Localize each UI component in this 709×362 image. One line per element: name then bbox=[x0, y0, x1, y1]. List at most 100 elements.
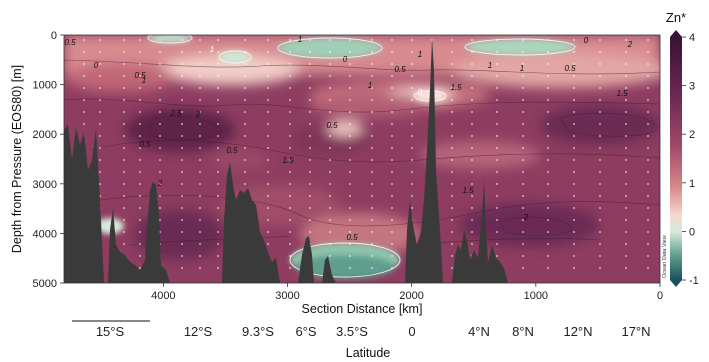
sample-dot bbox=[139, 159, 141, 161]
sample-dot bbox=[159, 219, 161, 221]
contour-lines bbox=[64, 59, 660, 246]
sample-dot bbox=[522, 111, 524, 113]
sample-dot bbox=[471, 195, 473, 197]
sample-dot bbox=[199, 51, 201, 53]
sample-dot bbox=[471, 87, 473, 89]
sample-dot bbox=[451, 75, 453, 77]
sample-dot bbox=[391, 171, 393, 173]
sample-dot bbox=[244, 147, 246, 149]
sample-dot bbox=[244, 75, 246, 77]
sample-dot bbox=[647, 75, 649, 77]
sample-dot bbox=[371, 183, 373, 185]
sample-dot bbox=[199, 99, 201, 101]
y-tick-label: 1000 bbox=[33, 80, 57, 92]
sample-dot bbox=[123, 147, 125, 149]
sample-dot bbox=[99, 111, 101, 113]
sample-dot bbox=[159, 111, 161, 113]
sample-dot bbox=[244, 123, 246, 125]
sample-dot bbox=[309, 219, 311, 221]
sample-dot bbox=[599, 135, 601, 137]
sample-dot bbox=[471, 63, 473, 65]
sample-dot bbox=[599, 87, 601, 89]
sample-dot bbox=[199, 87, 201, 89]
contour-label: 2 bbox=[523, 213, 529, 222]
sample-dot bbox=[451, 231, 453, 233]
sample-dot bbox=[139, 255, 141, 257]
sample-dot bbox=[371, 243, 373, 245]
sample-dot bbox=[496, 87, 498, 89]
sample-dot bbox=[217, 147, 219, 149]
sample-dot bbox=[309, 207, 311, 209]
sample-dot bbox=[451, 183, 453, 185]
latitude-tick-label: 3.5°S bbox=[336, 324, 368, 339]
sample-dot bbox=[647, 231, 649, 233]
sample-dot bbox=[199, 267, 201, 269]
contour-label: 1.5 bbox=[282, 156, 294, 165]
contour-label: 0.5 bbox=[139, 140, 151, 149]
sample-dot bbox=[625, 255, 627, 257]
sample-dot bbox=[451, 39, 453, 41]
sample-dot bbox=[139, 207, 141, 209]
sample-dot bbox=[391, 267, 393, 269]
sample-dot bbox=[83, 63, 85, 65]
latitude-tick-label: 6°S bbox=[295, 324, 316, 339]
sample-dot bbox=[496, 99, 498, 101]
y-tick-label: 5000 bbox=[33, 278, 57, 290]
sample-dot bbox=[496, 171, 498, 173]
sample-dot bbox=[391, 159, 393, 161]
sample-dot bbox=[647, 147, 649, 149]
sample-dot bbox=[647, 63, 649, 65]
colorbar-tick-label: -1 bbox=[689, 275, 699, 287]
sample-dot bbox=[244, 63, 246, 65]
sample-dot bbox=[647, 195, 649, 197]
contour-label: 1 bbox=[488, 61, 492, 70]
sample-dot bbox=[139, 111, 141, 113]
sample-dot bbox=[599, 195, 601, 197]
sample-dot bbox=[181, 147, 183, 149]
sample-dot bbox=[267, 207, 269, 209]
sample-dot bbox=[309, 147, 311, 149]
sample-dot bbox=[217, 219, 219, 221]
sample-dot bbox=[522, 243, 524, 245]
sample-dot bbox=[199, 147, 201, 149]
contour-label: 0.5 bbox=[394, 65, 406, 74]
sample-dot bbox=[329, 195, 331, 197]
sample-dot bbox=[181, 219, 183, 221]
sample-dot bbox=[244, 111, 246, 113]
sample-dot bbox=[625, 231, 627, 233]
sample-dot bbox=[371, 195, 373, 197]
sample-dot bbox=[371, 135, 373, 137]
sample-dot bbox=[411, 183, 413, 185]
sample-dot bbox=[99, 75, 101, 77]
sample-dot bbox=[309, 75, 311, 77]
sample-dot bbox=[547, 219, 549, 221]
sample-dot bbox=[573, 207, 575, 209]
sample-dot bbox=[267, 111, 269, 113]
sample-dot bbox=[123, 87, 125, 89]
sample-dot bbox=[599, 63, 601, 65]
colorbar-tick-label: 4 bbox=[689, 32, 695, 44]
sample-dot bbox=[289, 147, 291, 149]
sample-dot bbox=[647, 219, 649, 221]
sample-dot bbox=[349, 231, 351, 233]
sample-dot bbox=[244, 183, 246, 185]
sample-dot bbox=[329, 135, 331, 137]
sample-dot bbox=[471, 51, 473, 53]
sample-dot bbox=[99, 99, 101, 101]
sample-dot bbox=[289, 171, 291, 173]
sample-dot bbox=[647, 51, 649, 53]
sample-dot bbox=[309, 63, 311, 65]
contour-label: 0.5 bbox=[564, 64, 576, 73]
sample-dot bbox=[267, 147, 269, 149]
sample-dot bbox=[496, 75, 498, 77]
sample-dot bbox=[496, 231, 498, 233]
sample-dot bbox=[289, 183, 291, 185]
sample-dot bbox=[547, 243, 549, 245]
sample-dot bbox=[647, 207, 649, 209]
sample-dot bbox=[99, 63, 101, 65]
sample-dot bbox=[329, 171, 331, 173]
sample-dot bbox=[496, 123, 498, 125]
sample-dot bbox=[391, 123, 393, 125]
sample-dot bbox=[181, 243, 183, 245]
sample-dot bbox=[199, 111, 201, 113]
